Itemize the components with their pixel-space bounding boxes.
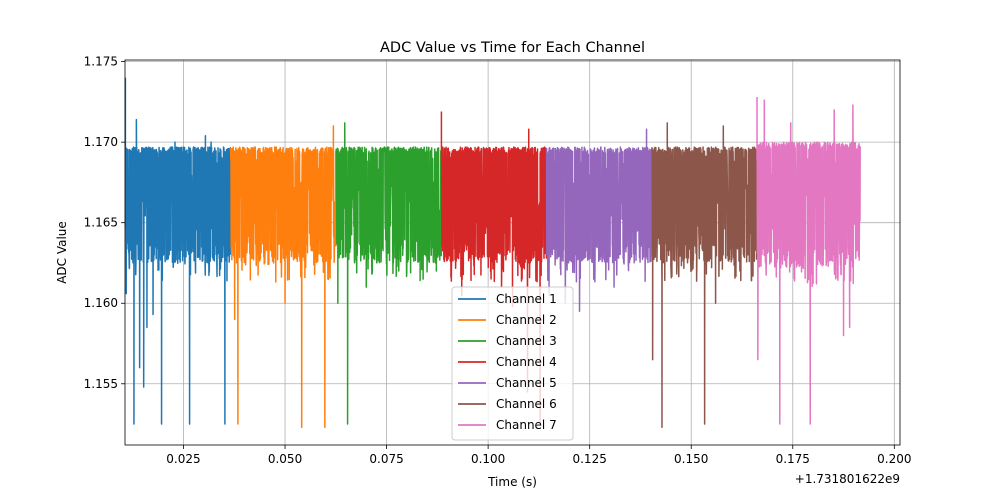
legend-label-channel-1: Channel 1 xyxy=(496,292,557,306)
y-tick-label: 1.160 xyxy=(84,296,118,310)
series-line-channel-6 xyxy=(651,122,758,429)
legend-label-channel-3: Channel 3 xyxy=(496,334,557,348)
x-tick-label: 0.200 xyxy=(877,452,911,466)
plot-frame xyxy=(124,59,901,446)
legend-label-channel-2: Channel 2 xyxy=(496,313,557,327)
x-tick-label: 0.075 xyxy=(369,452,403,466)
series-line-channel-4 xyxy=(440,111,548,425)
legend-box xyxy=(451,286,574,441)
chart-title: ADC Value vs Time for Each Channel xyxy=(380,40,645,56)
series-layer xyxy=(124,77,861,429)
series-line-channel-3 xyxy=(335,122,443,425)
x-tick-label: 0.175 xyxy=(776,452,810,466)
legend-label-channel-6: Channel 6 xyxy=(496,397,557,411)
series-line-channel-2 xyxy=(229,125,337,429)
series-line-channel-5 xyxy=(545,128,653,313)
legend-label-channel-7: Channel 7 xyxy=(496,418,557,432)
x-tick-label: 0.150 xyxy=(674,452,708,466)
x-axis-offset-label: +1.731801622e9 xyxy=(795,472,900,486)
y-tick-label: 1.175 xyxy=(84,55,118,69)
legend: Channel 1 Channel 2 Channel 3 Channel 4 Chan… xyxy=(451,286,574,441)
y-tick-label: 1.170 xyxy=(84,135,118,149)
y-tick-label: 1.165 xyxy=(84,216,118,230)
x-tick-label: 0.100 xyxy=(471,452,505,466)
legend-label-channel-4: Channel 4 xyxy=(496,355,557,369)
y-tick-label: 1.155 xyxy=(84,377,118,391)
x-tick-label: 0.050 xyxy=(268,452,302,466)
series-line-channel-1 xyxy=(124,77,232,425)
x-tick-label: 0.125 xyxy=(572,452,606,466)
ticks: 0.025 0.050 0.075 0.100 0.125 0.150 0.175 0.200… xyxy=(84,55,912,466)
legend-label-channel-5: Channel 5 xyxy=(496,376,557,390)
y-axis-label: ADC Value xyxy=(55,221,69,284)
x-axis-label: Time (s) xyxy=(487,475,537,489)
series-line-channel-7 xyxy=(756,97,861,425)
x-tick-label: 0.025 xyxy=(166,452,200,466)
